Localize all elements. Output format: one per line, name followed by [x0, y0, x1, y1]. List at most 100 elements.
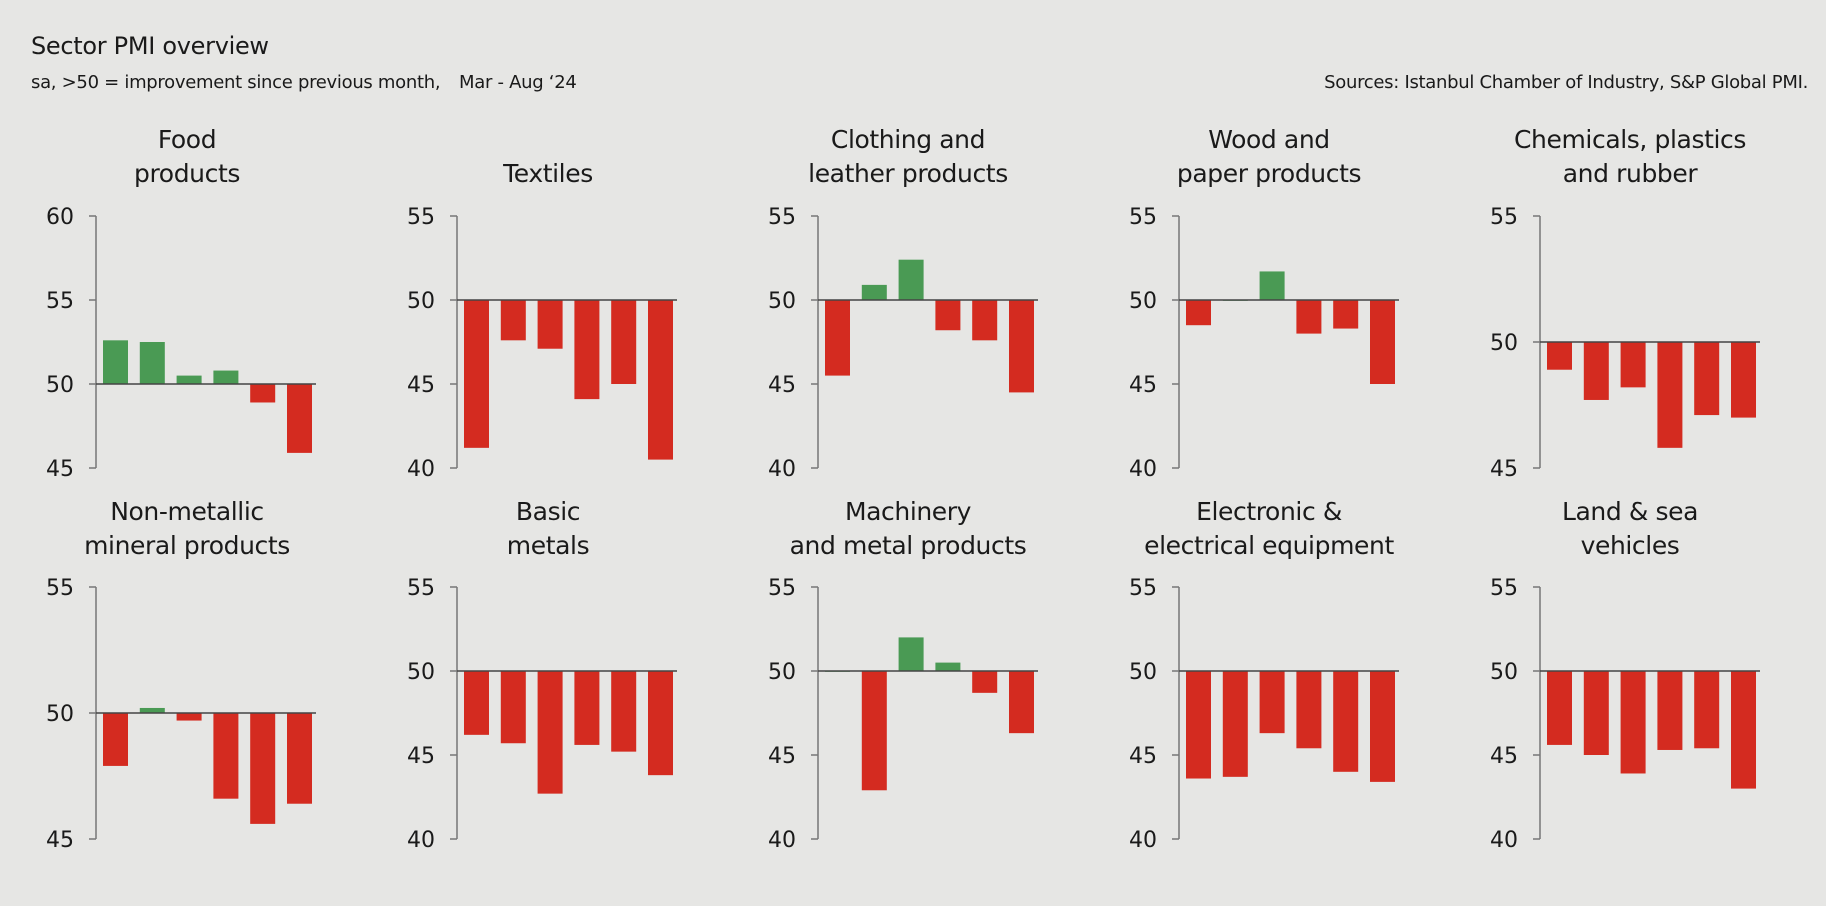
panel-title-line: electrical equipment	[1144, 531, 1394, 560]
y-tick-label: 40	[407, 828, 435, 853]
page-subtitle: sa, >50 = improvement since previous mon…	[31, 72, 441, 93]
y-tick-label: 50	[407, 660, 435, 685]
panel-title-line: vehicles	[1581, 531, 1680, 560]
y-tick-label: 45	[1490, 457, 1518, 482]
y-tick-label: 40	[768, 828, 796, 853]
bar	[1583, 342, 1609, 400]
bar	[1620, 342, 1646, 388]
bar	[1657, 342, 1683, 448]
y-tick-label: 50	[768, 289, 796, 314]
y-tick-label: 45	[1129, 373, 1157, 398]
y-tick-label: 50	[1490, 660, 1518, 685]
y-tick-label: 50	[46, 373, 74, 398]
bar	[825, 300, 850, 376]
bar	[1547, 671, 1572, 745]
y-tick-label: 40	[1129, 457, 1157, 482]
bar	[1547, 342, 1572, 370]
bar	[500, 300, 526, 341]
panel-title-line: and metal products	[790, 531, 1027, 560]
bar	[1620, 671, 1646, 774]
bar	[648, 300, 673, 460]
y-tick-label: 60	[46, 205, 74, 230]
bar	[1370, 300, 1395, 384]
panel-title-line: Basic	[516, 497, 580, 526]
panel-title-line: Food	[158, 125, 216, 154]
bar	[1583, 671, 1609, 755]
bar	[537, 671, 563, 794]
y-tick-label: 55	[46, 289, 74, 314]
bar	[537, 300, 563, 349]
y-tick-label: 45	[768, 744, 796, 769]
bar	[464, 671, 489, 735]
sector-panel: Electronic & electrical equipment 40 45 50 55	[1129, 497, 1399, 853]
y-tick-label: 55	[46, 576, 74, 601]
period-label: Mar - Aug ‘24	[459, 72, 577, 93]
bar	[103, 713, 128, 766]
bar	[972, 671, 998, 693]
y-tick-label: 45	[407, 744, 435, 769]
y-tick-label: 45	[1129, 744, 1157, 769]
bar	[500, 671, 526, 744]
bar	[250, 713, 276, 824]
panel-title-line: products	[134, 159, 240, 188]
panel-title-line: Electronic &	[1196, 497, 1342, 526]
bar	[1694, 342, 1720, 416]
y-tick-label: 40	[768, 457, 796, 482]
bar	[250, 384, 276, 403]
bar	[139, 342, 165, 384]
y-tick-label: 50	[1490, 331, 1518, 356]
y-tick-label: 45	[1490, 744, 1518, 769]
y-tick-label: 55	[1490, 205, 1518, 230]
bar	[287, 713, 312, 804]
bar	[898, 637, 924, 671]
panel-title-line: Textiles	[502, 159, 593, 188]
sector-panel: Textiles 40 45 50 55	[407, 159, 677, 482]
bar	[1333, 671, 1359, 772]
panel-title-line: paper products	[1177, 159, 1361, 188]
y-tick-label: 40	[1129, 828, 1157, 853]
y-tick-label: 55	[407, 576, 435, 601]
bar	[861, 284, 887, 300]
sector-panel: Land & sea vehicles 40 45 50 55	[1490, 497, 1760, 853]
bar	[1731, 671, 1756, 789]
bar	[1186, 671, 1211, 779]
y-tick-label: 50	[768, 660, 796, 685]
bar	[1259, 271, 1285, 300]
y-tick-label: 40	[1490, 828, 1518, 853]
panel-title-line: mineral products	[84, 531, 290, 560]
y-tick-label: 55	[768, 205, 796, 230]
bar	[176, 375, 202, 384]
y-tick-label: 50	[1129, 660, 1157, 685]
bar	[1657, 671, 1683, 750]
y-tick-label: 50	[1129, 289, 1157, 314]
sector-panel: Machinery and metal products 40 45 50 55	[768, 497, 1038, 853]
bar	[213, 713, 239, 799]
source-note: Sources: Istanbul Chamber of Industry, S…	[1324, 72, 1808, 93]
panel-title-line: Machinery	[845, 497, 972, 526]
bar	[176, 713, 202, 721]
bar	[1009, 300, 1034, 393]
bar	[213, 370, 239, 384]
bar	[464, 300, 489, 448]
bar	[611, 671, 637, 752]
bar	[1186, 300, 1211, 326]
bar	[1009, 671, 1034, 734]
y-tick-label: 45	[46, 457, 74, 482]
panel-title-line: Non-metallic	[110, 497, 264, 526]
bar	[574, 300, 600, 400]
bar	[287, 384, 312, 453]
bar	[1694, 671, 1720, 749]
panel-title-line: metals	[507, 531, 589, 560]
sector-panel: Food products 45 50 55 60	[46, 125, 316, 482]
bar	[648, 671, 673, 776]
y-tick-label: 45	[46, 828, 74, 853]
bar	[935, 662, 961, 671]
panel-title-line: Land & sea	[1562, 497, 1698, 526]
sector-panel: Wood and paper products 40 45 50 55	[1129, 125, 1399, 482]
sector-panel: Basic metals 40 45 50 55	[407, 497, 677, 853]
bar	[1259, 671, 1285, 734]
bar	[574, 671, 600, 745]
bar	[935, 300, 961, 331]
panel-title-line: Clothing and	[831, 125, 985, 154]
